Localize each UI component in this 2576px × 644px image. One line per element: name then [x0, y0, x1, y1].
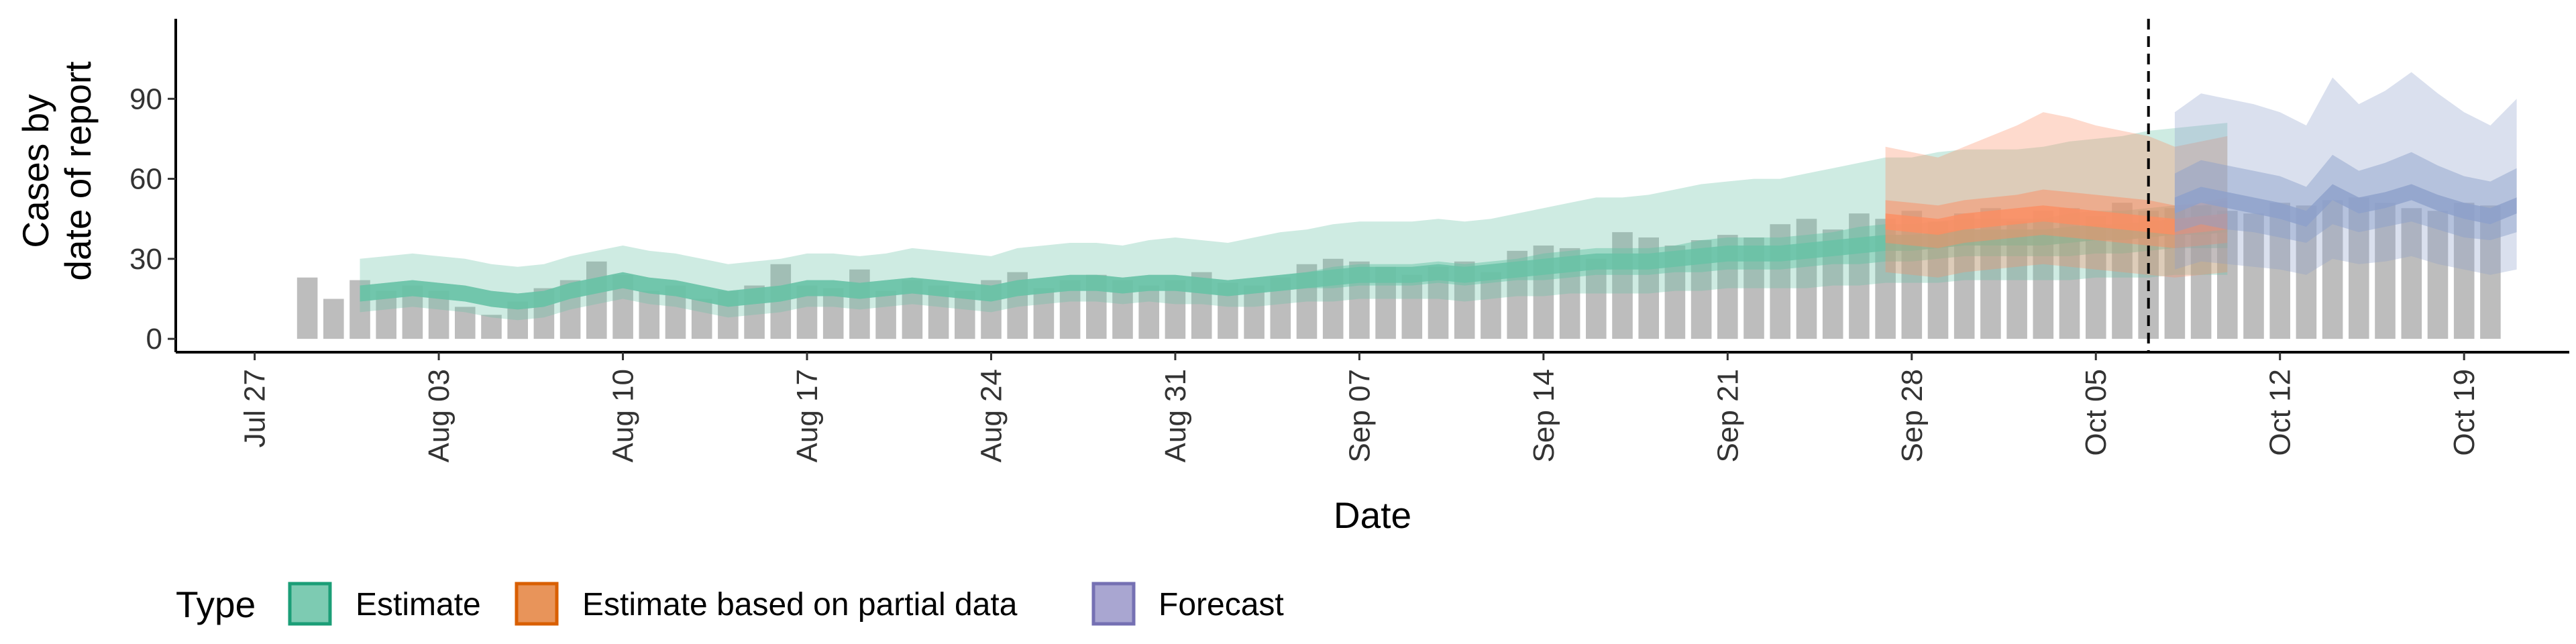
axes: 0 30 60 90 Jul 27 Aug 03 Aug 10 Aug 17 Aug 24 Aug… [129, 19, 2569, 462]
reported-cases-bar [2453, 203, 2475, 339]
y-axis-title-line-1: Cases by [15, 94, 56, 248]
forecast-median-band [2174, 184, 2517, 227]
x-tick-label: Oct 05 [2080, 369, 2112, 456]
legend-swatch-forecast [1091, 582, 1136, 626]
reported-cases-bar [875, 290, 896, 339]
estimate-outer-interval [360, 123, 2228, 321]
x-tick-label: Aug 24 [975, 369, 1008, 462]
x-tick-label: Aug 03 [423, 369, 455, 462]
reported-cases-bar [586, 261, 607, 339]
reported-cases-bar [849, 269, 870, 339]
forecast-outer-interval [2174, 72, 2517, 275]
reported-cases-bar [1481, 272, 1501, 339]
reported-cases-bar [1796, 219, 1817, 339]
y-axis-title: Cases by date of report [15, 61, 99, 280]
reported-cases-bar [2375, 203, 2396, 339]
estimate-bands [360, 72, 2517, 321]
reported-cases-bar [2401, 208, 2422, 339]
reported-cases-bar [691, 299, 712, 339]
reported-cases-bar [2349, 197, 2369, 339]
x-tick-label: Sep 21 [1711, 369, 1744, 462]
x-tick-label: Sep 07 [1343, 369, 1376, 462]
reported-cases-bar [1849, 213, 1870, 339]
reported-cases-bar [639, 290, 660, 339]
reported-cases-bar [481, 315, 502, 339]
reported-cases-bar [2480, 205, 2501, 339]
legend: Type Estimate Estimate based on partial … [176, 582, 1284, 626]
legend-swatch-estimate [288, 582, 332, 626]
legend-label-estimate: Estimate [356, 587, 481, 623]
reported-cases-bar [1138, 285, 1159, 339]
reported-cases-bar [1770, 224, 1790, 339]
reported-cases-bar [1612, 232, 1633, 339]
x-tick-label: Aug 17 [791, 369, 824, 462]
legend-label-partial: Estimate based on partial data [582, 587, 1018, 623]
reported-cases-bar [1033, 288, 1055, 339]
reported-cases-bar [1244, 285, 1265, 339]
partial-median-band [1885, 205, 2228, 235]
reported-cases-bar [2427, 211, 2449, 339]
x-tick-label: Aug 10 [607, 369, 640, 462]
legend-label-forecast: Forecast [1159, 587, 1284, 623]
y-tick-label: 0 [146, 323, 162, 356]
x-tick-label: Jul 27 [239, 369, 272, 447]
reported-cases-bar [1586, 258, 1607, 339]
y-tick-label: 90 [129, 83, 162, 115]
x-tick-label: Sep 14 [1527, 369, 1560, 462]
reported-cases-bar [297, 277, 318, 339]
legend-title: Type [176, 584, 256, 625]
reported-cases-bar [2269, 203, 2290, 339]
y-tick-label: 30 [129, 243, 162, 276]
x-axis-title: Date [1334, 494, 1411, 536]
reported-cases-bar [1401, 274, 1423, 339]
reported-cases-bar [455, 307, 476, 339]
x-tick-label: Aug 31 [1159, 369, 1192, 462]
reported-cases-bar [2296, 205, 2317, 339]
reported-cases-bar [323, 299, 344, 339]
y-axis-title-line-2: date of report [57, 61, 99, 280]
x-tick-label: Oct 19 [2448, 369, 2481, 456]
legend-swatch-partial [515, 582, 559, 626]
x-tick-label: Sep 28 [1896, 369, 1929, 462]
estimate-median-band [360, 216, 2228, 310]
reported-cases-bar [2243, 213, 2264, 339]
partial-outer-interval [1885, 112, 2228, 278]
reported-cases-bar [2322, 200, 2343, 339]
y-tick-label: 60 [129, 163, 162, 196]
x-tick-label: Oct 12 [2264, 369, 2297, 456]
